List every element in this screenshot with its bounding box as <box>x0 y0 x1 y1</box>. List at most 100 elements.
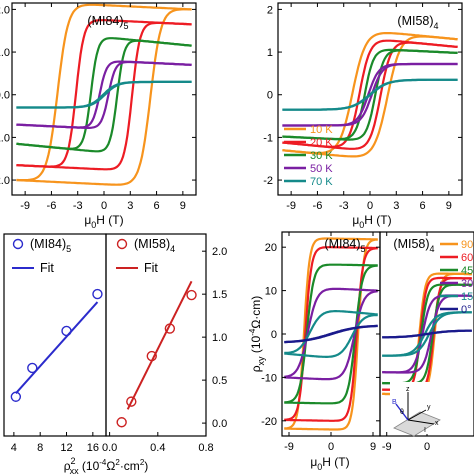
legend-label: 0° <box>461 304 472 316</box>
x-axis-label: μ0H (T) <box>310 455 349 472</box>
y-axis-label-sup: -4 <box>248 328 257 336</box>
panel-title-main: (MI84) <box>87 14 123 28</box>
x-tick-label: -6 <box>313 200 323 212</box>
legend-label: 90° <box>461 239 474 251</box>
panel-title-sub: 4 <box>434 21 439 31</box>
fit-line <box>15 301 99 394</box>
x-axis-label-rest: H (T) <box>364 213 391 227</box>
inset-label: z <box>406 386 410 393</box>
y-tick-label: 1 <box>267 47 273 59</box>
y-axis-arrow <box>407 409 427 421</box>
x-tick-label: -9 <box>286 200 296 212</box>
series-3-down-branch <box>16 60 192 129</box>
x-axis-label-mu: μ <box>310 455 317 469</box>
x-axis-label-rest3: ·cm <box>120 459 140 473</box>
series-3-down-branch <box>284 287 378 378</box>
panel-bottom-right: -90920100-10-20-90(MI84)5(MI58)490°60°45… <box>248 231 474 472</box>
x-tick-label: 0 <box>424 441 430 453</box>
data-point <box>92 288 103 300</box>
y-tick-label: 0 <box>267 90 273 102</box>
y-axis-label-rest2: Ω·cm) <box>249 296 263 329</box>
series-0-down-branch <box>282 32 458 155</box>
legend-label: 30 K <box>310 150 333 162</box>
y-tick-label: 2.0 <box>0 4 10 16</box>
legend-label-sub: 4 <box>170 244 175 254</box>
series-4-down-branch <box>16 80 192 109</box>
y-axis-label-rest: (10 <box>249 335 263 356</box>
inset-label: x <box>435 420 439 427</box>
x-tick-label: -9 <box>284 441 294 453</box>
series-1-down-branch <box>282 39 458 148</box>
y-tick-label: 0.5 <box>212 375 227 387</box>
data-point <box>61 325 72 337</box>
x-axis-label-rest: (10 <box>79 459 100 473</box>
x-tick-label: 6 <box>420 200 426 212</box>
legend-label: 15° <box>461 291 474 303</box>
legend-label-sub: 5 <box>66 244 71 254</box>
y-tick-label: -2 <box>263 175 273 187</box>
x-axis-label: μ0H (T) <box>352 213 391 230</box>
series-2-down-branch <box>282 48 458 141</box>
panel-title-main: (MI58) <box>393 237 429 251</box>
legend-label-main: (MI58) <box>134 237 170 251</box>
panel-title: (MI58)4 <box>397 14 438 31</box>
geometry-inset: z y x Bθ I <box>390 382 442 437</box>
panel-title: (MI58)4 <box>393 237 434 254</box>
y-axis-label-rho: ρ <box>249 365 263 372</box>
legend-label: 50 K <box>310 163 333 175</box>
data-point <box>126 396 137 407</box>
series-5-down-branch <box>284 324 378 344</box>
y-tick-label: 10 <box>265 286 277 298</box>
y-tick-label: -10 <box>261 372 277 384</box>
x-axis-label-rest: H (T) <box>322 455 349 469</box>
inset-label: y <box>427 404 431 411</box>
x-tick-label: 0.4 <box>150 442 165 454</box>
x-axis-label-sub: xx <box>70 466 80 474</box>
legend-marker <box>12 238 24 250</box>
series-4-up-branch <box>284 313 378 358</box>
field-arrow <box>395 403 409 421</box>
series-0-up-branch <box>16 8 192 186</box>
x-axis-label-rest2: Ω <box>106 459 115 473</box>
legend-label: 20 K <box>310 137 333 149</box>
y-tick-label: -2.0 <box>0 175 10 187</box>
x-tick-label: 4 <box>11 442 17 454</box>
series-2-up-branch <box>284 264 378 405</box>
y-axis-label: ρxy (10-4Ω·cm) <box>248 296 266 373</box>
x-axis-label-sup4: 2 <box>140 458 145 467</box>
inset-label: B <box>392 399 397 406</box>
panel-title-sub: 4 <box>430 244 435 254</box>
series-4-down-branch <box>382 311 472 357</box>
legend-marker <box>116 238 128 250</box>
series-4-down-branch <box>282 78 458 111</box>
y-tick-label: 2.0 <box>212 246 227 258</box>
panel-top-right: -9 -6 -3 0 3 6 9 2 1 0 -1 -2 (MI58)4 10 K20 K30 K50 K… <box>263 2 463 230</box>
y-tick-label: -1.0 <box>0 132 10 144</box>
x-tick-label: 3 <box>393 200 399 212</box>
x-tick-label: 9 <box>180 200 186 212</box>
y-tick-label: 0 <box>271 329 277 341</box>
x-tick-label: 0.8 <box>198 442 213 454</box>
x-tick-label: -3 <box>73 200 83 212</box>
data-point <box>27 362 38 374</box>
x-tick-label: 12 <box>60 442 72 454</box>
curves <box>16 3 192 186</box>
legend-label: 10 K <box>310 124 333 136</box>
y-tick-label: -20 <box>261 416 277 428</box>
y-tick-label: 0.0 <box>212 418 227 430</box>
legend-label: (MI58)4 <box>134 237 175 254</box>
fit-line <box>126 280 193 410</box>
y-tick-label: -1 <box>263 132 273 144</box>
x-tick-label: -6 <box>47 200 57 212</box>
x-tick-label: 0 <box>101 200 107 212</box>
x-tick-label: 0 <box>328 441 334 453</box>
data-point <box>164 323 176 334</box>
y-tick-label: 2 <box>267 4 273 16</box>
x-axis-label-sub: 0 <box>317 462 322 472</box>
y-axis-label-sub: xy <box>256 356 266 366</box>
y-tick-label: 1.0 <box>212 332 227 344</box>
x-tick-label: 9 <box>446 200 452 212</box>
plot-frame <box>105 233 207 437</box>
